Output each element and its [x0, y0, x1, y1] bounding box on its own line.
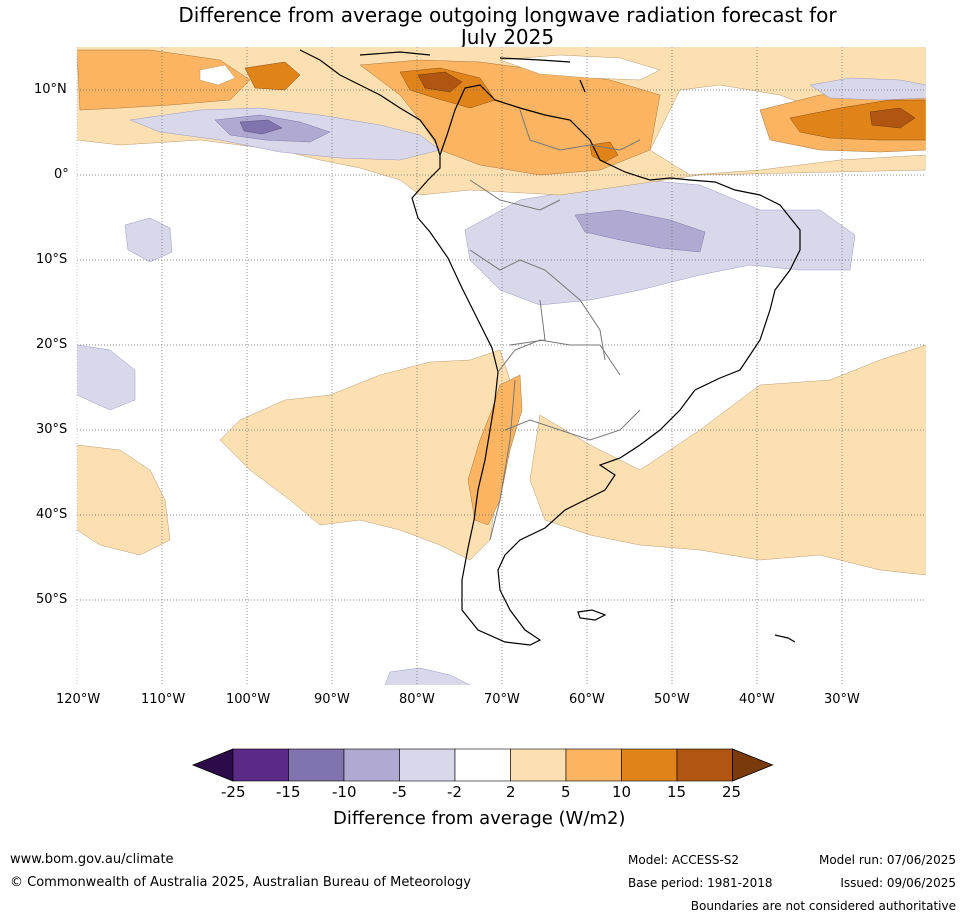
lon-label-90w: 90°W: [314, 692, 350, 707]
lat-label-20s: 20°S: [36, 337, 68, 352]
lon-label-80w: 80°W: [399, 692, 435, 707]
coastlines: [299, 49, 801, 646]
colorbar-swatch: [510, 748, 567, 782]
colorbar-tick: -5: [392, 783, 407, 801]
anomaly-region-andes: [467, 374, 523, 526]
anomaly-peak-atlantic: [869, 107, 916, 129]
lon-label-60w: 60°W: [569, 692, 605, 707]
footer-model: Model: ACCESS-S2: [628, 853, 740, 867]
caribbean-islands: [359, 51, 586, 93]
colorbar-tick: 15: [667, 783, 687, 801]
lat-label-10n: 10°N: [34, 82, 67, 97]
negative-core-amazon: [574, 209, 706, 253]
colorbar-tick: -10: [332, 783, 357, 801]
colorbar-swatch: [232, 748, 289, 782]
lon-label-40w: 40°W: [739, 692, 775, 707]
south-georgia: [774, 634, 796, 643]
country-borders: [469, 109, 641, 541]
lat-label-0: 0°: [54, 167, 69, 182]
map-frame: [76, 46, 927, 686]
white-gap-north: [499, 54, 661, 81]
lon-label-120w: 120°W: [56, 692, 101, 707]
anomaly-field: [77, 47, 926, 685]
colorbar-tick: 10: [612, 783, 632, 801]
lat-label-30s: 30°S: [36, 422, 68, 437]
colorbar-tick: 25: [722, 783, 742, 801]
footer-model-run: Model run: 07/06/2025: [818, 853, 956, 867]
colorbar-tick: -15: [276, 783, 301, 801]
lon-label-70w: 70°W: [484, 692, 520, 707]
white-gap-pacific: [199, 64, 236, 86]
footer-url[interactable]: www.bom.gov.au/climate: [10, 852, 174, 867]
colorbar-tick: 2: [506, 783, 516, 801]
colorbar-swatch: [565, 748, 622, 782]
colorbar-swatch: [343, 748, 400, 782]
lon-label-110w: 110°W: [141, 692, 186, 707]
colorbar-swatch: [288, 748, 345, 782]
negative-patch-south-bottom: [384, 667, 471, 685]
anomaly-core-pacific: [244, 61, 301, 91]
colorbar-swatch: [676, 748, 733, 782]
negative-peak-pacific: [239, 119, 283, 135]
lon-label-100w: 100°W: [226, 692, 271, 707]
negative-patch-southwest: [77, 344, 136, 411]
colorbar-extend-high: [732, 748, 774, 782]
anomaly-core-guiana: [589, 141, 619, 163]
colorbar-label: Difference from average (W/m2): [333, 808, 626, 829]
colorbar-tick: -25: [221, 783, 246, 801]
colorbar-swatch: [454, 748, 511, 782]
colorbar-swatch: [621, 748, 678, 782]
map-title: Difference from average outgoing longwav…: [0, 4, 965, 48]
lon-label-30w: 30°W: [824, 692, 860, 707]
negative-patch-110w: [124, 217, 173, 263]
colorbar-swatch: [399, 748, 456, 782]
colorbar-tick: 5: [561, 783, 571, 801]
footer-issued: Issued: 09/06/2025: [840, 876, 956, 890]
colorbar-tick: -2: [447, 783, 462, 801]
lat-label-50s: 50°S: [36, 592, 68, 607]
footer-disclaimer: Boundaries are not considered authoritat…: [690, 899, 956, 913]
south-america-coastline: [411, 84, 801, 646]
footer-copyright: © Commonwealth of Australia 2025, Austra…: [10, 875, 471, 890]
anomaly-peak-caribbean: [417, 71, 463, 93]
anomaly-region-south-atlantic: [529, 344, 926, 576]
falklands: [577, 609, 607, 621]
footer-base-period: Base period: 1981-2018: [628, 876, 773, 890]
colorbar: [191, 748, 774, 782]
lat-label-10s: 10°S: [36, 252, 68, 267]
anomaly-region-west-pacific: [77, 444, 171, 556]
anomaly-strong-west: [77, 49, 251, 111]
negative-patch-atlantic-north: [809, 77, 926, 101]
colorbar-extend-low: [191, 748, 234, 782]
title-line-1: Difference from average outgoing longwav…: [178, 3, 837, 27]
graticule: [76, 47, 926, 685]
central-america-coastline: [299, 49, 441, 156]
title-line-2: July 2025: [460, 25, 555, 49]
lat-label-40s: 40°S: [36, 507, 68, 522]
lon-label-50w: 50°W: [654, 692, 690, 707]
